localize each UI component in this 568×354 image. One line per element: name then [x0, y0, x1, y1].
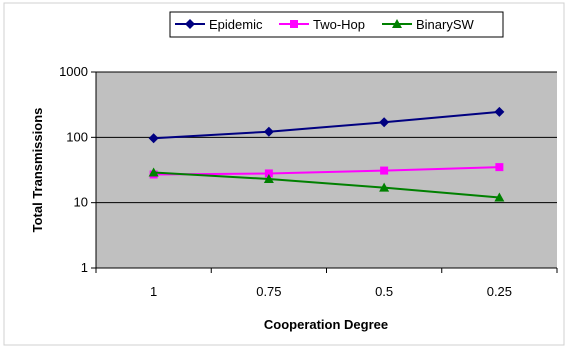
- data-point-epidemic: [148, 133, 159, 144]
- y-tick-label: 10: [74, 195, 88, 210]
- legend-marker: [290, 20, 298, 28]
- series-line-epidemic: [153, 110, 500, 140]
- series-layer: [148, 106, 505, 202]
- legend-label: Epidemic: [209, 17, 263, 32]
- x-tick-label: 1: [150, 284, 157, 299]
- legend-label: Two-Hop: [313, 17, 365, 32]
- data-point-two-hop: [380, 166, 389, 175]
- axes: [91, 71, 558, 273]
- plot-area: [96, 72, 557, 268]
- legend-label: BinarySW: [416, 17, 475, 32]
- y-tick-label: 100: [66, 129, 88, 144]
- series-line-two-hop: [153, 166, 500, 176]
- series-line-binarysw: [153, 171, 500, 199]
- legend-item-epidemic: Epidemic: [175, 17, 263, 32]
- legend-item-two-hop: Two-Hop: [279, 17, 365, 32]
- y-tick-labels: 1 10 100 1000: [59, 64, 88, 275]
- data-point-binarysw: [379, 182, 390, 192]
- x-tick-label: 0.75: [256, 284, 281, 299]
- series-binarysw: [148, 167, 505, 202]
- x-tick-labels: 1 0.75 0.5 0.25: [150, 284, 512, 299]
- data-point-epidemic: [494, 106, 505, 117]
- legend-marker: [185, 19, 195, 29]
- data-point-binarysw: [263, 174, 274, 184]
- x-axis-title: Cooperation Degree: [264, 317, 388, 332]
- x-tick-label: 0.5: [375, 284, 393, 299]
- series-epidemic: [148, 106, 505, 144]
- y-tick-label: 1: [81, 260, 88, 275]
- legend: Epidemic Two-Hop BinarySW: [169, 11, 504, 38]
- data-point-binarysw: [494, 192, 505, 202]
- chart-frame: [3, 2, 565, 346]
- legend-marker: [392, 19, 402, 28]
- data-point-two-hop: [495, 163, 504, 172]
- legend-box: [169, 11, 504, 38]
- data-point-epidemic: [379, 117, 390, 128]
- data-point-epidemic: [263, 126, 274, 137]
- data-point-two-hop: [264, 169, 273, 178]
- x-tick-label: 0.25: [487, 284, 512, 299]
- y-axis-title: Total Transmissions: [30, 108, 45, 233]
- legend-item-binarysw: BinarySW: [382, 17, 475, 32]
- y-tick-label: 1000: [59, 64, 88, 79]
- data-point-binarysw: [148, 167, 159, 177]
